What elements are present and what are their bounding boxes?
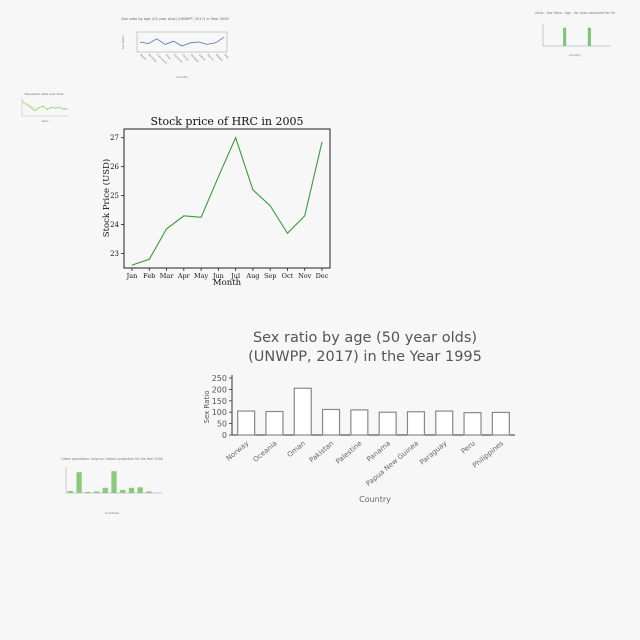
bar — [67, 490, 73, 493]
bar — [93, 491, 100, 493]
x-tick-label: Papua New Guinea — [365, 439, 421, 488]
bar — [76, 472, 82, 493]
chart-title-line-2: (UNWPP, 2017) in the Year 1995 — [248, 349, 482, 365]
bar — [85, 491, 91, 493]
y-axis-label: Sex Ratio — [121, 35, 125, 49]
x-tick-label: Congo — [181, 53, 190, 62]
y-tick-label: 200 — [212, 385, 227, 394]
x-axis-label: Years — [42, 119, 49, 123]
y-tick-label: 23 — [110, 250, 119, 258]
series-line — [131, 136, 323, 266]
bar — [120, 489, 126, 493]
x-tick-label: Philippines — [471, 439, 505, 470]
x-tick-label: Palestine — [334, 439, 363, 465]
chart-title: Urban population: long-run historic proj… — [61, 457, 162, 461]
chart-title: Sex ratio by age (25 year olds) (UNWPP, … — [121, 17, 229, 21]
bar — [563, 27, 567, 46]
chart-3-svg: Stock price of HRC in 2005 Stock Price (U… — [101, 115, 331, 288]
x-tick-label: Aug — [245, 272, 259, 280]
bar — [137, 487, 143, 493]
series-line-1 — [22, 102, 68, 109]
x-tick-label: Peru — [460, 439, 477, 455]
y-tick-label: 150 — [212, 397, 227, 406]
x-axis-label: Countries — [105, 511, 120, 515]
bar — [237, 410, 256, 436]
chart-small-line-sex-ratio: Sex ratio by age (25 year olds) (UNWPP, … — [115, 12, 235, 82]
chart-5-svg: Urban population: long-run historic proj… — [61, 457, 162, 515]
x-tick-label: Burundi — [148, 53, 158, 63]
x-tick-label: Dec — [316, 272, 329, 280]
x-tick-label: Jul — [230, 272, 240, 280]
bar — [128, 487, 135, 493]
x-tick-label: Nov — [298, 272, 312, 280]
chart-sex-ratio-1995: Sex ratio by age (50 year olds) (UNWPP, 2… — [195, 322, 535, 512]
bar — [321, 408, 341, 436]
chart-title: Country - Bolivia - Sex Ratio - Age - fo… — [535, 11, 615, 15]
x-tick-label: Mar — [160, 272, 175, 280]
x-tick-label: Oct — [282, 272, 294, 280]
x-tick-label: Norway — [225, 439, 250, 462]
chart-4-svg: Sex ratio by age (50 year olds) (UNWPP, 2… — [203, 330, 515, 504]
x-tick-label: Ethiopia — [190, 53, 201, 64]
x-tick-label: Sep — [264, 272, 276, 280]
y-tick-label: 50 — [217, 420, 227, 429]
chart-urban-population: Urban population: long-run historic proj… — [50, 455, 168, 517]
y-tick-label: 24 — [110, 221, 119, 229]
x-axis-label: Country — [359, 495, 391, 504]
x-tick-label: Feb — [143, 272, 155, 280]
chart-stock-price-hrc: Stock price of HRC in 2005 Stock Price (U… — [95, 110, 340, 290]
chart-2-svg: Population data over time Years — [21, 92, 69, 123]
bar — [293, 387, 312, 436]
chart-title: Stock price of HRC in 2005 — [151, 115, 304, 128]
chart-title-line-1: Sex ratio by age (50 year olds) — [253, 330, 477, 346]
chart-0-svg: Sex ratio by age (25 year olds) (UNWPP, … — [121, 17, 230, 79]
bar — [378, 411, 397, 436]
bar — [587, 27, 591, 46]
y-tick-label: 100 — [212, 408, 227, 417]
x-tick-label: Mali — [223, 53, 230, 60]
y-tick-label: 26 — [110, 163, 119, 171]
x-tick-label: Apr — [177, 272, 191, 280]
y-axis-label: Sex Ratio — [203, 391, 211, 424]
bar — [265, 410, 284, 436]
bar — [435, 410, 454, 436]
x-tick-label: May — [194, 272, 209, 280]
y-axis-label: Stock Price (USD) — [101, 159, 112, 237]
x-axis-label: Month — [213, 278, 242, 288]
x-axis-label: Country — [176, 75, 188, 79]
plot-frame — [136, 31, 228, 53]
x-tick-label: Comoros — [173, 53, 184, 64]
series-line-0 — [21, 100, 69, 112]
bar — [111, 471, 117, 493]
x-tick-label: Pakistan — [308, 439, 336, 464]
bar — [350, 409, 369, 436]
bar — [463, 412, 482, 436]
y-tick-label: 250 — [212, 374, 227, 383]
bar — [406, 411, 426, 436]
x-axis-label: Country — [569, 53, 581, 57]
x-tick-label: Oman — [286, 439, 307, 459]
chart-small-bar-bolivia: Country - Bolivia - Sex Ratio - Age - fo… — [517, 8, 633, 58]
x-tick-label: Panama — [365, 439, 392, 463]
series-line — [139, 36, 225, 47]
plot-frame — [123, 128, 331, 269]
x-tick-label: Chad — [164, 53, 172, 61]
y-tick-label: 25 — [110, 192, 119, 200]
x-tick-label: Jan — [126, 272, 138, 280]
bar — [102, 487, 108, 493]
chart-1-svg: Country - Bolivia - Sex Ratio - Age - fo… — [517, 11, 633, 57]
x-tick-label: Gabon — [198, 53, 207, 62]
chart-title: Population data over time — [25, 92, 64, 96]
x-tick-label: Jun — [212, 272, 224, 280]
y-tick-label: 27 — [110, 134, 119, 142]
y-tick-label: 0 — [222, 431, 227, 440]
x-tick-label: Paraguay — [418, 439, 448, 466]
x-tick-label: Benin — [139, 53, 147, 61]
chart-tiny-line-population: Population data over time Years — [16, 90, 72, 124]
bar — [146, 491, 152, 493]
bar — [491, 411, 510, 436]
x-tick-label: Malawi — [215, 53, 224, 62]
x-tick-label: Oceania — [252, 439, 279, 464]
x-tick-label: Kenya — [206, 53, 215, 62]
